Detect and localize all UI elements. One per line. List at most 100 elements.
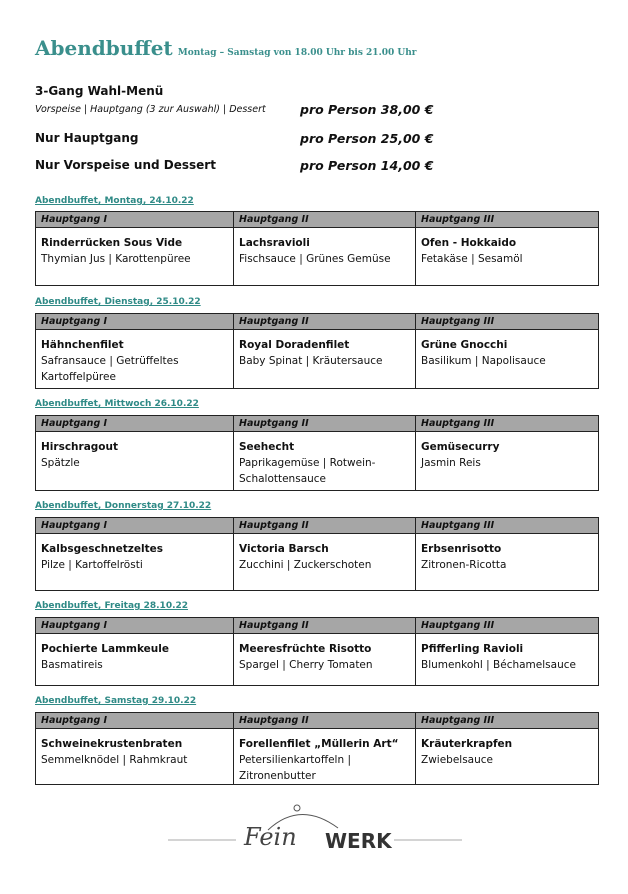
dish-name: Lachsravioli xyxy=(239,237,310,249)
dish-sides: Basmatireis xyxy=(41,659,103,671)
column-header: Hauptgang II xyxy=(233,415,416,432)
dish-name: Ofen - Hokkaido xyxy=(421,237,517,249)
dish-sides: Blumenkohl | Béchamelsauce xyxy=(421,659,576,671)
dish-sides: Paprikagemüse | Rotwein-Schalottensauce xyxy=(239,457,376,485)
dish-cell: Ofen - Hokkaido Fetakäse | Sesamöl xyxy=(415,227,599,286)
column-header: Hauptgang III xyxy=(415,517,599,534)
table-row: Hähnchenfilet Safransauce | Getrüffeltes … xyxy=(35,329,599,389)
offer-label: 3-Gang Wahl-Menü xyxy=(35,84,164,98)
table-header-row: Hauptgang I Hauptgang II Hauptgang III xyxy=(35,415,599,432)
dish-sides: Safransauce | Getrüffeltes Kartoffelpüre… xyxy=(41,355,179,383)
column-header: Hauptgang III xyxy=(415,211,599,228)
offer-price: pro Person 14,00 € xyxy=(300,158,434,173)
dish-cell: Grüne Gnocchi Basilikum | Napolisauce xyxy=(415,329,599,389)
dish-name: Kräuterkrapfen xyxy=(421,738,513,750)
dish-sides: Semmelknödel | Rahmkraut xyxy=(41,754,188,766)
dish-name: Victoria Barsch xyxy=(239,543,329,555)
column-header: Hauptgang II xyxy=(233,617,416,634)
dish-cell: Rinderrücken Sous Vide Thymian Jus | Karo… xyxy=(35,227,234,286)
dish-sides: Petersilienkartoffeln | Zitronenbutter xyxy=(239,754,351,782)
dish-cell: Hirschragout Spätzle xyxy=(35,431,234,491)
menu-table: Hauptgang I Hauptgang II Hauptgang III Poch… xyxy=(35,617,599,686)
dish-name: Royal Doradenfilet xyxy=(239,339,350,351)
dish-sides: Zucchini | Zuckerschoten xyxy=(239,559,372,571)
menu-table: Hauptgang I Hauptgang II Hauptgang III Hirs… xyxy=(35,415,599,491)
dish-cell: Royal Doradenfilet Baby Spinat | Kräuters… xyxy=(233,329,416,389)
dish-sides: Spargel | Cherry Tomaten xyxy=(239,659,373,671)
dish-cell: Gemüsecurry Jasmin Reis xyxy=(415,431,599,491)
menu-table: Hauptgang I Hauptgang II Hauptgang III Schw… xyxy=(35,712,599,785)
column-header: Hauptgang III xyxy=(415,712,599,729)
offer-price: pro Person 25,00 € xyxy=(300,131,434,146)
page-title: Abendbuffet Montag – Samstag von 18.00 U… xyxy=(35,36,417,60)
table-header-row: Hauptgang I Hauptgang II Hauptgang III xyxy=(35,211,599,228)
day-heading: Abendbuffet, Donnerstag 27.10.22 xyxy=(35,501,212,511)
menu-table: Hauptgang I Hauptgang II Hauptgang III Kalb… xyxy=(35,517,599,591)
dish-sides: Pilze | Kartoffelrösti xyxy=(41,559,143,571)
dish-cell: Seehecht Paprikagemüse | Rotwein-Schalott… xyxy=(233,431,416,491)
dish-sides: Spätzle xyxy=(41,457,80,469)
table-row: Schweinekrustenbraten Semmelknödel | Rahm… xyxy=(35,728,599,785)
table-header-row: Hauptgang I Hauptgang II Hauptgang III xyxy=(35,313,599,330)
subtitle: Montag – Samstag von 18.00 Uhr bis 21.00… xyxy=(177,48,417,58)
dish-name: Seehecht xyxy=(239,441,295,453)
dish-name: Hähnchenfilet xyxy=(41,339,124,351)
dish-cell: Erbsenrisotto Zitronen-Ricotta xyxy=(415,533,599,591)
dish-cell: Pochierte Lammkeule Basmatireis xyxy=(35,633,234,686)
column-header: Hauptgang II xyxy=(233,211,416,228)
dish-cell: Lachsravioli Fischsauce | Grünes Gemüse xyxy=(233,227,416,286)
dish-sides: Zitronen-Ricotta xyxy=(421,559,507,571)
column-header: Hauptgang III xyxy=(415,313,599,330)
day-heading: Abendbuffet, Mittwoch 26.10.22 xyxy=(35,399,199,409)
dish-name: Hirschragout xyxy=(41,441,119,453)
dish-cell: Hähnchenfilet Safransauce | Getrüffeltes … xyxy=(35,329,234,389)
day-heading: Abendbuffet, Montag, 24.10.22 xyxy=(35,196,194,206)
feinwerk-logo: Fein WERK xyxy=(168,804,462,853)
column-header: Hauptgang I xyxy=(35,517,234,534)
dish-cell: Pfifferling Ravioli Blumenkohl | Béchamel… xyxy=(415,633,599,686)
dish-name: Gemüsecurry xyxy=(421,441,500,453)
dish-cell: Kräuterkrapfen Zwiebelsauce xyxy=(415,728,599,785)
menu-table: Hauptgang I Hauptgang II Hauptgang III Rind… xyxy=(35,211,599,286)
dish-sides: Zwiebelsauce xyxy=(421,754,493,766)
column-header: Hauptgang I xyxy=(35,211,234,228)
column-header: Hauptgang II xyxy=(233,313,416,330)
table-row: Pochierte Lammkeule Basmatireis Meeresfrüc… xyxy=(35,633,599,686)
table-row: Hirschragout Spätzle Seehecht Paprikagemüse… xyxy=(35,431,599,491)
svg-text:Fein: Fein xyxy=(243,823,297,851)
dish-name: Forellenfilet „Müllerin Art“ xyxy=(239,738,399,750)
offer-label: Nur Hauptgang xyxy=(35,131,139,145)
column-header: Hauptgang II xyxy=(233,517,416,534)
dish-cell: Schweinekrustenbraten Semmelknödel | Rahm… xyxy=(35,728,234,785)
table-row: Kalbsgeschnetzeltes Pilze | Kartoffelröst… xyxy=(35,533,599,591)
svg-text:WERK: WERK xyxy=(325,829,393,853)
offer-description: Vorspeise | Hauptgang (3 zur Auswahl) | … xyxy=(35,104,266,115)
dish-name: Pfifferling Ravioli xyxy=(421,643,524,655)
dish-cell: Forellenfilet „Müllerin Art“ Petersilienk… xyxy=(233,728,416,785)
table-header-row: Hauptgang I Hauptgang II Hauptgang III xyxy=(35,517,599,534)
day-heading: Abendbuffet, Freitag 28.10.22 xyxy=(35,601,189,611)
dish-cell: Meeresfrüchte Risotto Spargel | Cherry To… xyxy=(233,633,416,686)
dish-name: Kalbsgeschnetzeltes xyxy=(41,543,164,555)
table-header-row: Hauptgang I Hauptgang II Hauptgang III xyxy=(35,712,599,729)
day-heading: Abendbuffet, Samstag 29.10.22 xyxy=(35,696,197,706)
title: Abendbuffet xyxy=(35,36,173,60)
dish-name: Schweinekrustenbraten xyxy=(41,738,183,750)
column-header: Hauptgang III xyxy=(415,415,599,432)
column-header: Hauptgang III xyxy=(415,617,599,634)
offer-label: Nur Vorspeise und Dessert xyxy=(35,158,216,172)
dish-name: Erbsenrisotto xyxy=(421,543,502,555)
dish-name: Grüne Gnocchi xyxy=(421,339,508,351)
offer-price: pro Person 38,00 € xyxy=(300,102,434,117)
column-header: Hauptgang I xyxy=(35,313,234,330)
table-header-row: Hauptgang I Hauptgang II Hauptgang III xyxy=(35,617,599,634)
dish-sides: Thymian Jus | Karottenpüree xyxy=(41,253,191,265)
dish-sides: Basilikum | Napolisauce xyxy=(421,355,546,367)
column-header: Hauptgang I xyxy=(35,712,234,729)
dish-name: Rinderrücken Sous Vide xyxy=(41,237,183,249)
dish-name: Meeresfrüchte Risotto xyxy=(239,643,372,655)
day-heading: Abendbuffet, Dienstag, 25.10.22 xyxy=(35,297,201,307)
dish-sides: Fischsauce | Grünes Gemüse xyxy=(239,253,391,265)
dish-sides: Baby Spinat | Kräutersauce xyxy=(239,355,383,367)
column-header: Hauptgang I xyxy=(35,617,234,634)
